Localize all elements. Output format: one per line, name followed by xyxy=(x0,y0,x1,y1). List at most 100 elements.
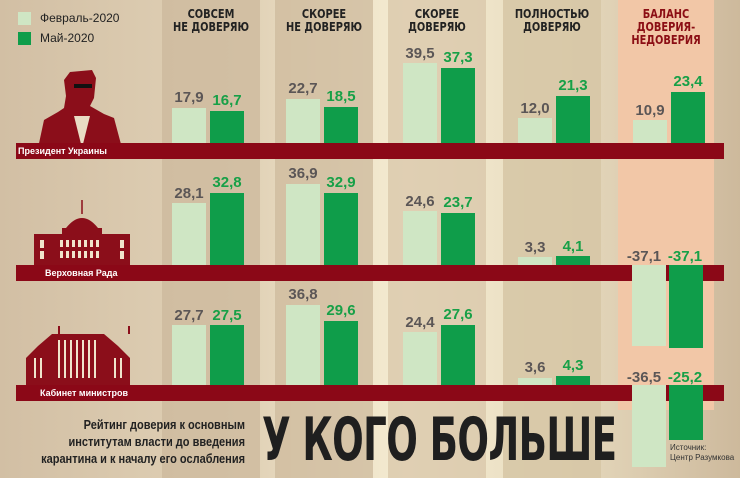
value-label: 10,9 xyxy=(635,102,665,119)
bar-feb xyxy=(403,211,437,265)
bar-feb xyxy=(518,118,552,143)
bar-may xyxy=(556,96,590,143)
legend-label: Февраль-2020 xyxy=(40,11,120,25)
bar-feb xyxy=(172,203,206,265)
description-line: карантина и к началу его ослабления xyxy=(41,452,246,466)
value-label: -25,2 xyxy=(667,369,703,386)
source-line: Центр Разумкова xyxy=(670,453,735,462)
source-note: Источник: Центр Разумкова xyxy=(670,443,734,463)
column-header-1: СОВСЕМ НЕ ДОВЕРЯЮ xyxy=(171,8,251,34)
value-label: 39,5 xyxy=(405,45,435,62)
header-line: ДОВЕРИЯ- xyxy=(636,20,696,34)
legend-item-feb: Февраль-2020 xyxy=(18,8,119,28)
bar-may xyxy=(324,107,358,143)
value-label: 4,1 xyxy=(562,238,584,255)
bar-may xyxy=(441,68,475,143)
bar-may xyxy=(324,193,358,265)
bar-may xyxy=(556,256,590,265)
chart-title: У КОГО БОЛЬШЕ xyxy=(262,405,617,475)
row-band-cabinet xyxy=(16,385,724,401)
value-label: 24,4 xyxy=(405,314,435,331)
column-bg-balance xyxy=(618,0,714,410)
bar-may xyxy=(324,321,358,385)
bar-may xyxy=(671,92,705,143)
source-line: Источник: xyxy=(670,443,707,452)
value-label: 3,3 xyxy=(524,239,546,256)
header-line: НЕ ДОВЕРЯЮ xyxy=(172,20,250,34)
bar-feb xyxy=(632,265,666,346)
row-band-president xyxy=(16,143,724,159)
column-header-4: ПОЛНОСТЬЮ ДОВЕРЯЮ xyxy=(512,8,592,34)
value-label: -37,1 xyxy=(626,248,662,265)
legend-item-may: Май-2020 xyxy=(18,28,119,48)
legend-swatch-feb xyxy=(18,11,31,25)
bar-feb xyxy=(403,332,437,385)
president-silhouette-icon xyxy=(38,70,122,148)
header-line: СОВСЕМ xyxy=(187,7,235,21)
header-line: БАЛАНС xyxy=(642,7,690,21)
bar-may xyxy=(210,325,244,385)
description-line: Рейтинг доверия к основным xyxy=(83,418,245,432)
header-line: ПОЛНОСТЬЮ xyxy=(514,7,590,21)
bar-feb xyxy=(518,378,552,385)
bar-may xyxy=(669,385,703,440)
value-label: 23,7 xyxy=(443,194,473,211)
bar-feb xyxy=(633,120,667,143)
column-header-3: СКОРЕЕ ДОВЕРЯЮ xyxy=(397,8,477,34)
value-label: 27,7 xyxy=(174,307,204,324)
bar-feb xyxy=(403,63,437,143)
value-label: -37,1 xyxy=(667,248,703,265)
header-line: НЕ ДОВЕРЯЮ xyxy=(285,20,363,34)
header-line: НЕДОВЕРИЯ xyxy=(631,33,701,47)
value-label: 24,6 xyxy=(405,193,435,210)
parliament-building-icon xyxy=(34,200,130,268)
bar-feb xyxy=(518,257,552,265)
bar-may xyxy=(210,193,244,265)
value-label: 23,4 xyxy=(673,73,703,90)
row-label-president: Президент Украины xyxy=(18,146,107,156)
bar-may xyxy=(441,213,475,265)
value-label: 18,5 xyxy=(326,88,356,105)
header-line: ДОВЕРЯЮ xyxy=(523,20,581,34)
bar-feb xyxy=(172,325,206,385)
value-label: 21,3 xyxy=(558,77,588,94)
row-band-rada xyxy=(16,265,724,281)
value-label: 32,9 xyxy=(326,174,356,191)
value-label: -36,5 xyxy=(626,369,662,386)
bar-feb xyxy=(172,108,206,143)
value-label: 27,6 xyxy=(443,306,473,323)
value-label: 16,7 xyxy=(212,92,242,109)
value-label: 37,3 xyxy=(443,49,473,66)
column-header-balance: БАЛАНС ДОВЕРИЯ- НЕДОВЕРИЯ xyxy=(627,8,706,47)
legend-label: Май-2020 xyxy=(40,31,95,45)
value-label: 27,5 xyxy=(212,307,242,324)
legend-swatch-may xyxy=(18,31,31,45)
column-header-2: СКОРЕЕ НЕ ДОВЕРЯЮ xyxy=(284,8,364,34)
header-line: СКОРЕЕ xyxy=(301,7,347,21)
government-building-icon xyxy=(26,326,130,386)
chart-description: Рейтинг доверия к основным институтам вл… xyxy=(38,417,245,468)
value-label: 12,0 xyxy=(520,100,550,117)
row-label-cabinet: Кабинет министров xyxy=(40,388,129,398)
value-label: 36,9 xyxy=(288,165,318,182)
value-label: 4,3 xyxy=(562,357,584,374)
row-label-rada: Верховная Рада xyxy=(45,268,118,278)
bar-may xyxy=(556,376,590,385)
value-label: 29,6 xyxy=(326,302,356,319)
header-line: СКОРЕЕ xyxy=(414,7,460,21)
value-label: 28,1 xyxy=(174,185,204,202)
header-line: ДОВЕРЯЮ xyxy=(408,20,466,34)
value-label: 22,7 xyxy=(288,80,318,97)
description-line: институтам власти до введения xyxy=(68,435,245,449)
bar-may xyxy=(210,111,244,143)
legend: Февраль-2020 Май-2020 xyxy=(18,8,119,48)
value-label: 3,6 xyxy=(524,359,546,376)
bar-may xyxy=(669,265,703,348)
bar-may xyxy=(441,325,475,385)
bar-feb xyxy=(286,305,320,385)
value-label: 32,8 xyxy=(212,174,242,191)
value-label: 36,8 xyxy=(288,286,318,303)
bar-feb xyxy=(286,99,320,143)
value-label: 17,9 xyxy=(174,89,204,106)
